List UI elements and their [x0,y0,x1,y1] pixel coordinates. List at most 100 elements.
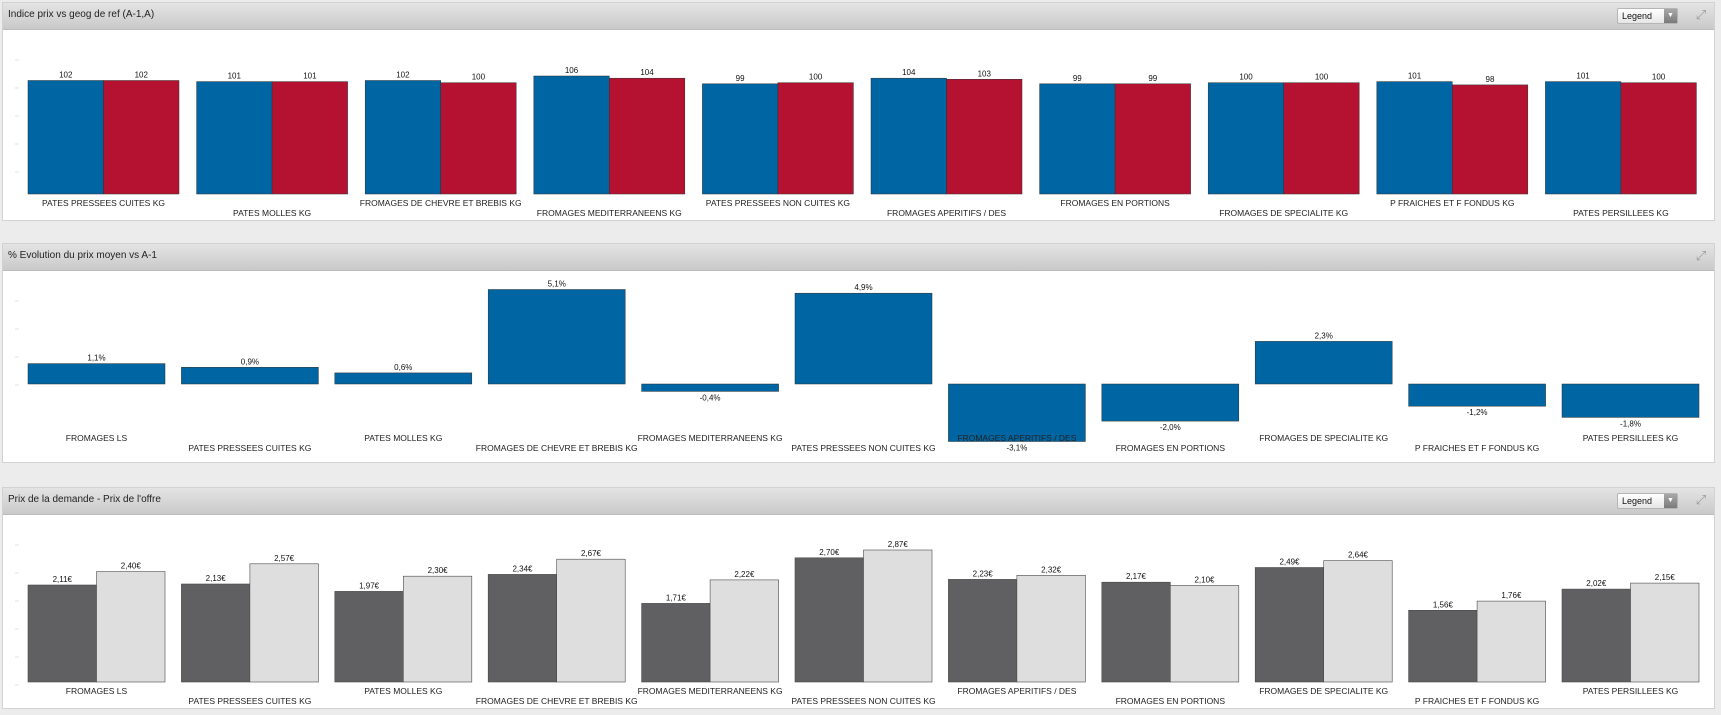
category-label: PATES PRESSEES NON CUITES KG [706,198,850,208]
data-label: 104 [902,68,916,77]
category-label: FROMAGES DE CHEVRE ET BREBIS KG [360,198,522,208]
category-label: PATES PERSILLEES KG [1573,208,1669,218]
data-label: 2,02€ [1586,579,1607,588]
data-label: 2,49€ [1279,558,1300,567]
category-label: P FRAICHES ET F FONDUS KG [1415,696,1539,706]
bar [794,292,933,385]
bar [103,80,180,195]
category-label: FROMAGES APERITIFS / DES [887,208,1006,218]
bar [1452,84,1529,195]
bar [946,79,1023,195]
data-label: -1,2% [1467,408,1488,417]
bar [1545,81,1622,195]
category-label: FROMAGES EN PORTIONS [1116,443,1226,453]
category-label: FROMAGES MEDITERRANEENS KG [638,433,783,443]
category-label: FROMAGES EN PORTIONS [1060,198,1170,208]
panel-title: Prix de la demande - Prix de l'offre [8,494,161,505]
bar [702,83,779,195]
data-label: 101 [1576,72,1590,81]
chevron-down-icon: ▼ [1664,494,1677,508]
expand-icon[interactable]: ⤢ [1695,7,1707,22]
bar [27,584,97,683]
bar [487,574,558,683]
panel-title: % Evolution du prix moyen vs A-1 [8,250,157,261]
data-label: 1,1% [87,354,105,363]
panel-header: Indice prix vs geog de ref (A-1,A) Legen… [3,3,1714,30]
bar [1254,567,1324,683]
data-label: 104 [640,68,654,77]
data-label: 106 [565,66,579,75]
data-label: 1,76€ [1501,591,1522,600]
category-label: FROMAGES MEDITERRANEENS KG [537,208,682,218]
chart-panel-prix-demande-offre: Prix de la demande - Prix de l'offre Leg… [2,487,1715,709]
legend-label: Legend [1622,496,1653,506]
data-label: 103 [978,69,992,78]
category-label: PATES MOLLES KG [364,433,442,443]
bar [181,583,251,683]
category-label: P FRAICHES ET F FONDUS KG [1390,198,1514,208]
bar [1039,83,1116,195]
category-label: PATES PRESSEES CUITES KG [188,696,311,706]
category-label: P FRAICHES ET F FONDUS KG [1415,443,1539,453]
bar [794,557,864,683]
data-label: 4,9% [854,283,872,292]
data-label: 101 [303,72,317,81]
category-label: PATES MOLLES KG [233,208,311,218]
category-label: PATES PERSILLEES KG [1583,433,1679,443]
bar [609,77,686,195]
bar [1561,588,1631,683]
category-label: PATES PRESSEES CUITES KG [42,198,165,208]
legend-dropdown[interactable]: Legend ▼ [1617,493,1678,509]
chart-panel-evolution-prix: % Evolution du prix moyen vs A-1 ⤢ 1,1% F… [2,243,1715,463]
data-label: 2,40€ [121,562,142,571]
bar [1101,383,1240,422]
expand-icon[interactable]: ⤢ [1695,492,1707,507]
data-label: 2,32€ [1041,565,1062,574]
data-label: 99 [736,74,745,83]
bar [402,575,473,683]
category-label: PATES PERSILLEES KG [1583,686,1679,696]
data-label: 1,71€ [666,593,687,602]
category-label: FROMAGES APERITIFS / DES [957,686,1076,696]
legend-dropdown[interactable]: Legend ▼ [1617,8,1678,24]
data-label: 102 [396,71,410,80]
panel-title: Indice prix vs geog de ref (A-1,A) [8,9,155,20]
bar [1101,581,1171,683]
bar [1114,83,1191,195]
category-label: FROMAGES DE SPECIALITE KG [1259,686,1388,696]
category-label: PATES MOLLES KG [364,686,442,696]
bar-chart-indice-prix: 102 102 PATES PRESSEES CUITES KG 101 101 PATE… [15,59,1697,218]
bar [1376,81,1453,195]
category-label: FROMAGES EN PORTIONS [1116,696,1226,706]
data-label: 2,15€ [1655,573,1676,582]
expand-icon[interactable]: ⤢ [1695,248,1707,263]
data-label: 1,97€ [359,581,380,590]
bar [440,82,517,195]
chevron-down-icon: ▼ [1664,9,1677,23]
data-label: 2,30€ [428,566,449,575]
bar [948,383,1086,442]
category-label: PATES PRESSEES NON CUITES KG [791,696,935,706]
bar [1408,610,1478,683]
data-label: 2,64€ [1348,551,1369,560]
data-label: 99 [1148,74,1157,83]
data-label: 2,87€ [888,540,909,549]
bar [1254,341,1393,385]
category-label: PATES PRESSEES CUITES KG [188,443,311,453]
data-label: -2,0% [1160,423,1181,432]
bar [1283,82,1360,195]
data-label: 0,6% [394,363,412,372]
data-label: -0,4% [700,393,721,402]
data-label: 100 [1315,73,1329,82]
data-label: 100 [1652,73,1666,82]
data-label: 100 [809,73,823,82]
data-label: 2,17€ [1126,572,1147,581]
category-label: FROMAGES DE SPECIALITE KG [1219,208,1348,218]
data-label: 101 [228,72,242,81]
bar [1630,582,1700,683]
data-label: 100 [1239,73,1253,82]
chart-panel-indice-prix: Indice prix vs geog de ref (A-1,A) Legen… [2,2,1715,221]
bar [1476,600,1546,683]
category-label: FROMAGES LS [66,433,128,443]
category-label: FROMAGES LS [66,686,128,696]
